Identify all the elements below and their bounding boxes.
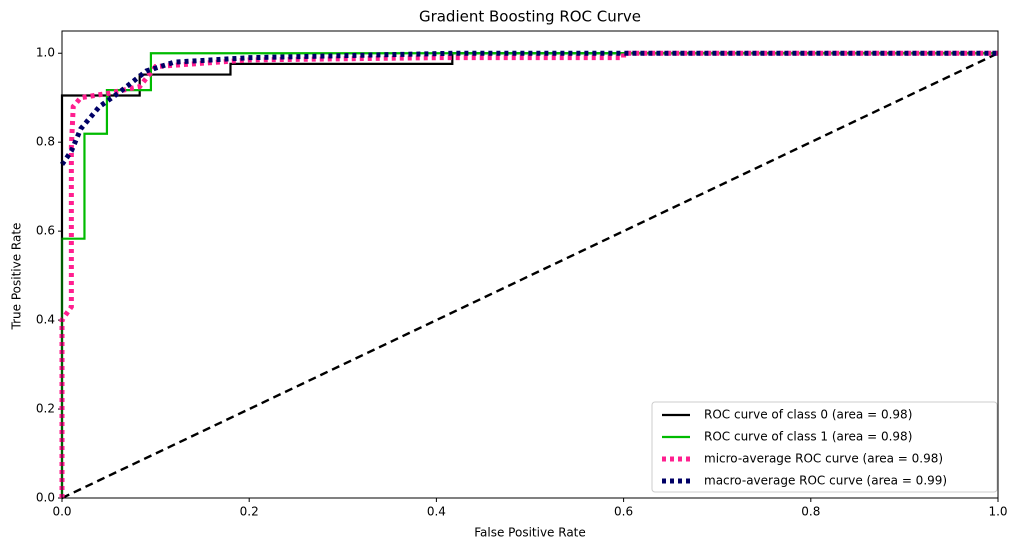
chart-title: Gradient Boosting ROC Curve: [419, 8, 641, 26]
legend-label: macro-average ROC curve (area = 0.99): [704, 474, 947, 488]
y-axis-label: True Positive Rate: [10, 223, 24, 331]
series-line: [59, 50, 998, 166]
y-tick-label: 0.4: [36, 313, 55, 327]
x-tick-label: 1.0: [988, 505, 1007, 519]
series-line: [60, 52, 998, 498]
x-tick-label: 0.0: [52, 505, 71, 519]
legend-box: [651, 401, 998, 493]
reference-line: [61, 52, 999, 500]
y-tick-label: 0.2: [36, 402, 55, 416]
y-tick-label: 0.8: [36, 135, 55, 149]
legend-label: ROC curve of class 0 (area = 0.98): [704, 408, 912, 422]
x-tick-label: 0.2: [240, 505, 259, 519]
legend: ROC curve of class 0 (area = 0.98) ROC cu…: [651, 401, 998, 493]
legend-label: micro-average ROC curve (area = 0.98): [704, 452, 943, 466]
plot-frame: [61, 30, 999, 499]
legend-label: ROC curve of class 1 (area = 0.98): [704, 430, 912, 444]
series-line: [60, 52, 998, 498]
x-axis-label: False Positive Rate: [474, 526, 586, 540]
x-tick-label: 0.8: [801, 505, 820, 519]
x-tick-label: 0.6: [614, 505, 633, 519]
y-tick-label: 0.6: [36, 224, 55, 238]
y-tick-label: 0.0: [36, 491, 55, 505]
y-tick-label: 1.0: [36, 46, 55, 60]
x-tick-label: 0.4: [427, 505, 446, 519]
